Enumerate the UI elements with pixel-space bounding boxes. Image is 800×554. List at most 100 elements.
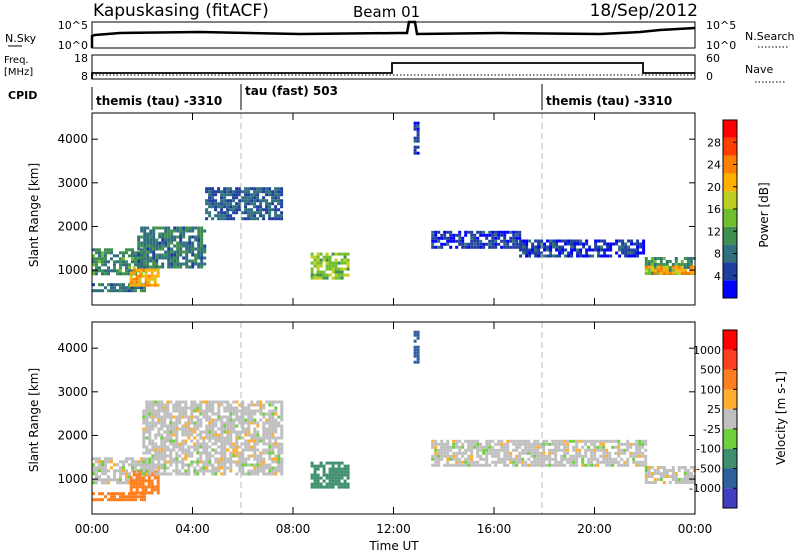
velocity-cell: [229, 409, 233, 413]
velocity-cell: [184, 415, 188, 419]
power-colorbar-swatch: [723, 173, 737, 192]
velocity-cell: [184, 442, 188, 446]
power-cell: [647, 272, 651, 275]
power-cell: [268, 217, 272, 221]
power-cell: [340, 267, 344, 271]
velocity-cell: [238, 451, 242, 455]
velocity-cell: [479, 457, 483, 461]
power-cell: [440, 233, 444, 237]
velocity-cell: [187, 406, 191, 410]
velocity-cell: [150, 485, 154, 489]
velocity-cell: [193, 460, 197, 464]
velocity-cell: [566, 439, 570, 443]
power-cell: [125, 269, 128, 273]
velocity-cell: [461, 463, 465, 467]
velocity-cell: [128, 498, 131, 502]
power-cell: [525, 251, 529, 255]
velocity-cell: [635, 454, 639, 458]
velocity-cell: [223, 448, 227, 452]
velocity-cell: [196, 463, 200, 467]
power-cell: [549, 248, 553, 252]
power-cell: [149, 232, 153, 236]
power-cell: [173, 265, 177, 269]
velocity-cell: [328, 461, 332, 465]
velocity-cell: [199, 409, 203, 413]
velocity-cell: [554, 460, 558, 464]
velocity-cell: [575, 457, 579, 461]
velocity-cell: [623, 448, 627, 452]
velocity-cell: [142, 430, 146, 434]
velocity-cell: [113, 495, 116, 499]
power-cell: [122, 263, 125, 267]
velocity-cell: [265, 463, 269, 467]
velocity-cell: [208, 421, 212, 425]
power-cell: [271, 196, 275, 200]
velocity-cell: [262, 469, 266, 473]
velocity-cell: [151, 454, 155, 458]
power-cell: [543, 242, 547, 246]
velocity-cell: [172, 460, 176, 464]
velocity-cell: [241, 436, 245, 440]
velocity-cell: [92, 457, 95, 461]
velocity-cell: [160, 403, 164, 407]
velocity-cell: [247, 409, 251, 413]
velocity-cell: [473, 442, 477, 446]
power-cell: [647, 260, 651, 263]
velocity-cell: [140, 466, 143, 470]
velocity-cell: [346, 470, 350, 474]
velocity-cell: [247, 463, 251, 467]
power-cell: [615, 239, 619, 243]
power-cell: [104, 260, 107, 264]
velocity-ylabel: Slant Range [km]: [27, 368, 41, 472]
power-cell: [277, 202, 281, 206]
velocity-cell: [193, 448, 197, 452]
power-cell: [671, 263, 675, 266]
velocity-cell: [223, 454, 227, 458]
velocity-cell: [256, 421, 260, 425]
velocity-cell: [662, 469, 666, 472]
velocity-cell: [485, 457, 489, 461]
power-cell: [650, 260, 654, 263]
velocity-cell: [440, 448, 444, 452]
power-cell: [319, 252, 323, 256]
velocity-colorbar-swatch: [723, 369, 737, 390]
power-cell: [132, 277, 136, 281]
power-cell: [268, 190, 272, 194]
velocity-cell: [187, 430, 191, 434]
velocity-cell: [229, 451, 233, 455]
power-cell: [150, 268, 154, 272]
velocity-cell: [458, 460, 462, 464]
velocity-cell: [110, 478, 113, 482]
velocity-cell: [241, 451, 245, 455]
power-cell: [238, 187, 242, 191]
power-cell: [235, 190, 239, 194]
velocity-cell: [250, 403, 254, 407]
power-ytick-label: 4000: [57, 132, 88, 146]
power-cell: [223, 217, 227, 221]
velocity-cell: [262, 457, 266, 461]
velocity-cell: [268, 418, 272, 422]
velocity-cell: [223, 421, 227, 425]
power-cell: [226, 214, 230, 218]
power-cell: [546, 245, 550, 249]
velocity-cell: [512, 457, 516, 461]
power-cell: [250, 193, 254, 197]
power-cell: [473, 239, 477, 243]
velocity-cell: [175, 406, 179, 410]
power-cell: [603, 248, 607, 252]
velocity-cell: [277, 457, 281, 461]
power-cell: [540, 239, 544, 243]
power-cell: [310, 273, 314, 277]
velocity-cell: [214, 472, 218, 476]
velocity-cell: [455, 442, 459, 446]
velocity-cell: [163, 436, 167, 440]
velocity-cell: [226, 427, 230, 431]
power-cell: [250, 202, 254, 206]
velocity-cell: [259, 418, 263, 422]
velocity-cell: [95, 457, 98, 461]
velocity-cell: [119, 469, 122, 473]
velocity-cell: [211, 403, 215, 407]
velocity-cell: [554, 454, 558, 458]
power-cell: [280, 190, 284, 194]
velocity-cell: [322, 473, 326, 477]
